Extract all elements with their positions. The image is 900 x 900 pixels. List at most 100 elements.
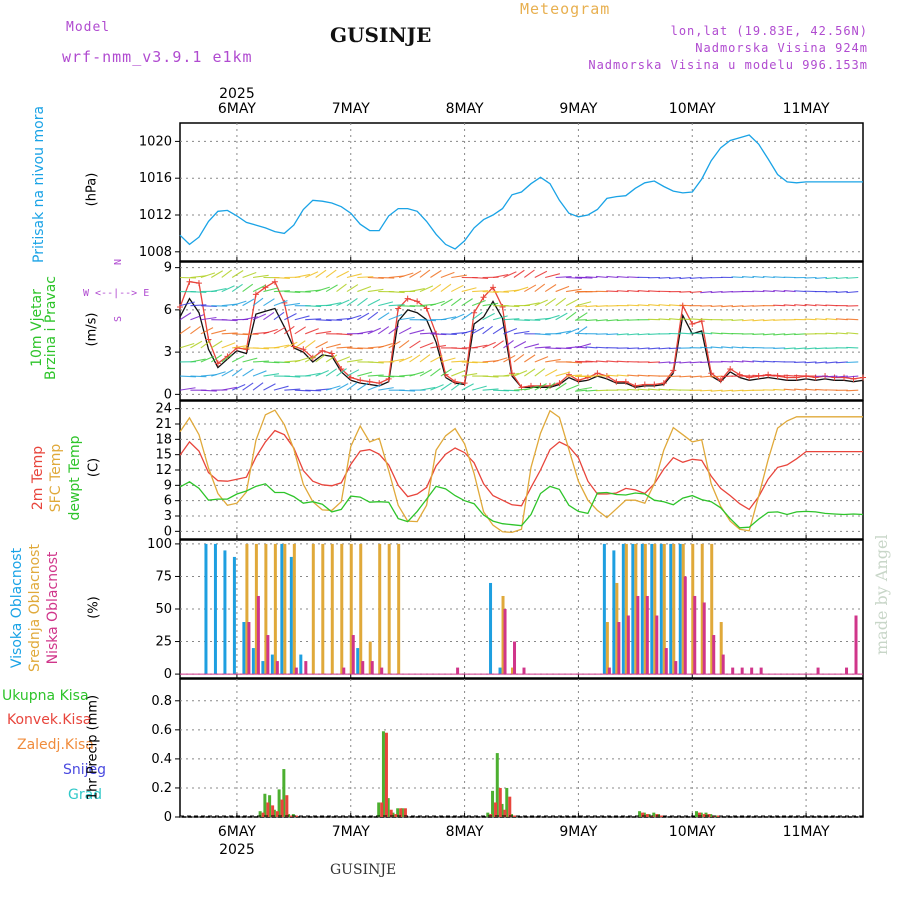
precip-bar-convective [394, 814, 398, 817]
wind-arrow [336, 270, 349, 278]
precip-bar-total [272, 809, 276, 817]
wind-arrow [815, 276, 827, 279]
cloud-bar-srednja [681, 543, 685, 675]
wind-arrow [263, 312, 275, 321]
wind-arrow [773, 289, 786, 293]
wind-arrow [325, 385, 341, 391]
wind-arrow [534, 283, 546, 293]
wind-frame [179, 261, 864, 401]
wind-arrow [804, 276, 817, 279]
wind-arrow [482, 302, 499, 307]
wind-arrow [409, 329, 425, 335]
wind-arrow [668, 361, 681, 364]
wind-arrow [419, 269, 431, 278]
wind-arrow [566, 374, 583, 377]
wind-arrow [430, 283, 442, 293]
precip-bar-total [486, 812, 490, 817]
wind-arrow [731, 389, 744, 392]
temperature-ytick-label: 3 [164, 509, 172, 524]
cloud-bar-visoka [659, 543, 663, 675]
compass-we: W <--|--> E [83, 288, 150, 299]
cloud-bar-srednja [330, 543, 334, 675]
wind-arrow [595, 319, 608, 322]
wind-arrow [503, 271, 517, 278]
wind-arrow [524, 368, 536, 377]
cloud-bar-visoka [213, 543, 217, 675]
wind-arrow [200, 339, 212, 349]
wind-arrow [627, 304, 640, 307]
clouds-ytick-label: 25 [155, 635, 172, 650]
model-elevation-label: Nadmorska Visina u modelu 996.153m [588, 58, 868, 72]
wind-arrow [762, 333, 775, 336]
wind-arrow [315, 341, 328, 349]
wind-gust-point [357, 377, 364, 384]
wind-arrow [585, 389, 598, 392]
pressure-ytick-label: 1008 [139, 245, 172, 260]
temperature-ytick-label: 6 [164, 494, 172, 509]
wind-arrow [346, 314, 362, 321]
wind-arrow [409, 288, 425, 293]
wind-gust-point [727, 366, 734, 373]
wind-arrow [700, 332, 713, 335]
cloud-bar-srednja [700, 543, 704, 675]
wind-arrow [493, 291, 510, 293]
wind-arrow [336, 283, 347, 293]
precip-bar-total [704, 812, 708, 817]
wind-arrow [783, 388, 796, 391]
wind-arrow [804, 347, 817, 350]
clouds-ytick-label: 75 [155, 569, 172, 584]
wind-arrow [305, 328, 319, 335]
wind-arrow [668, 318, 681, 321]
wind-gust-point [499, 304, 506, 311]
wind-arrow [721, 389, 734, 392]
temperature-ytick-label: 18 [155, 432, 172, 447]
wind-arrow [377, 312, 390, 321]
cloud-bar-srednja [283, 543, 287, 675]
wind-arrow [814, 347, 827, 350]
wind-arrow [430, 344, 446, 349]
wind-gust-point [670, 367, 677, 374]
wind-arrow [190, 314, 205, 321]
temperature-series-dewpt-temp [179, 481, 864, 529]
wind-arrow [595, 389, 608, 392]
wind-gust-point [480, 294, 487, 301]
cloud-bar-srednja [501, 595, 505, 675]
wind-arrow [679, 332, 692, 335]
wind-arrow [555, 382, 567, 391]
wind-gust-point [613, 378, 620, 385]
precip-bar-convective [498, 787, 502, 817]
wind-arrow [513, 354, 525, 363]
precip-bar-total [391, 812, 395, 817]
wind-arrow [773, 374, 786, 377]
cloud-bar-srednja [624, 543, 628, 675]
cloud-bar-visoka [631, 543, 635, 675]
wind-arrow [846, 276, 859, 279]
legend-freezing-rain: Zaledj.Kisa [17, 737, 94, 753]
precip-bar-convective [261, 812, 265, 817]
wind-arrow [544, 297, 557, 307]
wind-arrow [440, 316, 457, 321]
cloud-bar-srednja [634, 543, 638, 675]
cloud-bar-visoka [678, 543, 682, 675]
wind-arrow [419, 285, 434, 293]
wind-arrow [190, 358, 206, 363]
precip-bar-convective [494, 802, 498, 817]
cloud-bar-niska [816, 667, 820, 675]
top-day-label: 10MAY [669, 101, 716, 117]
wind-arrow [346, 359, 363, 363]
wind-arrow [315, 330, 332, 335]
wind-arrow [658, 347, 671, 350]
wind-gust-point [252, 291, 259, 298]
cloud-bar-visoka [612, 550, 616, 675]
wind-arrow [388, 314, 403, 321]
wind-gust-point [271, 278, 278, 285]
wind-arrow [595, 275, 608, 279]
wind-arrow [513, 269, 525, 278]
wind-arrow [430, 300, 445, 307]
wind-arrow [430, 355, 443, 363]
wind-arrow [377, 326, 390, 335]
wind-arrow [710, 305, 723, 308]
wind-arrow [731, 276, 744, 279]
wind-arrow [221, 285, 235, 293]
wind-arrow [252, 370, 267, 377]
